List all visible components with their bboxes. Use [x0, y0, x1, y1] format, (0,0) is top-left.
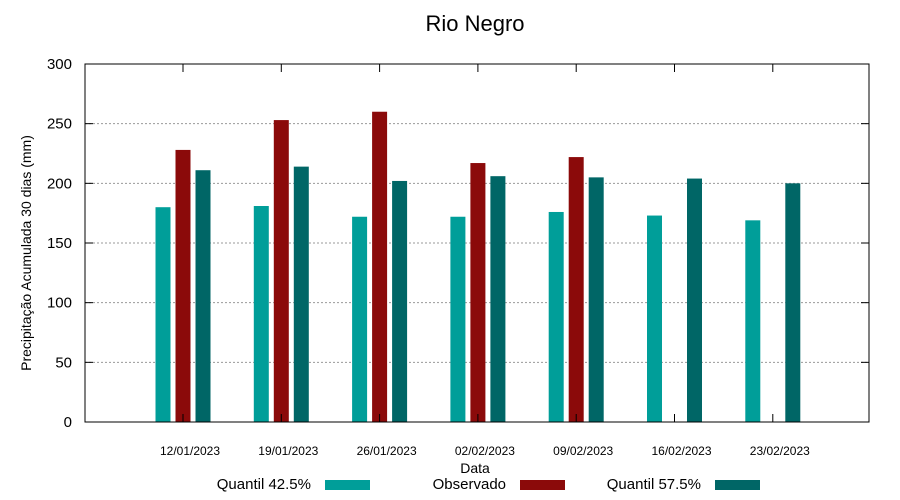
x-axis-label: Data: [460, 460, 490, 476]
x-tick-label-3: 02/02/2023: [455, 444, 515, 458]
x-axis-ticks: 12/01/2023 19/01/2023 26/01/2023 02/02/2023…: [160, 64, 810, 458]
bar-quantil-42-5--4: [548, 211, 564, 422]
legend-label-quantil-57-5-: Quantil 57.5%: [607, 476, 701, 493]
y-tick-label-150: 150: [47, 235, 72, 252]
bar-observado-1: [273, 120, 289, 422]
bar-quantil-57-5--6: [785, 183, 801, 422]
bar-quantil-42-5--0: [155, 207, 171, 422]
y-tick-label-250: 250: [47, 116, 72, 133]
bars-group: [155, 111, 801, 423]
bar-quantil-42-5--1: [253, 206, 269, 422]
x-tick-label-4: 09/02/2023: [553, 444, 613, 458]
y-axis-label: Precipitação Acumulada 30 dias (mm): [18, 135, 34, 371]
bar-quantil-57-5--5: [687, 178, 702, 422]
x-tick-label-5: 16/02/2023: [651, 444, 711, 458]
bar-quantil-42-5--6: [745, 220, 761, 422]
bar-quantil-57-5--1: [293, 166, 309, 422]
x-tick-label-0: 12/01/2023: [160, 444, 220, 458]
y-tick-label-200: 200: [47, 175, 72, 192]
legend-label-observado: Observado: [433, 476, 506, 493]
legend-swatch-quantil-42-5-: [325, 480, 370, 490]
bar-quantil-42-5--3: [450, 216, 466, 422]
bar-quantil-57-5--3: [490, 176, 506, 422]
bar-observado-2: [372, 111, 388, 422]
bar-quantil-57-5--0: [195, 170, 211, 422]
y-tick-label-0: 0: [64, 414, 72, 431]
legend-swatch-quantil-57-5-: [715, 480, 760, 490]
y-axis-ticks: 0 50 100 150 200 250 300: [47, 56, 869, 431]
legend-swatch-observado: [520, 480, 565, 490]
x-tick-label-6: 23/02/2023: [750, 444, 810, 458]
bar-quantil-42-5--2: [352, 216, 368, 422]
x-tick-label-2: 26/01/2023: [357, 444, 417, 458]
y-tick-label-50: 50: [55, 354, 72, 371]
y-tick-label-300: 300: [47, 56, 72, 73]
y-tick-label-100: 100: [47, 295, 72, 312]
legend: Quantil 42.5% Observado Quantil 57.5%: [217, 476, 760, 493]
bar-observado-4: [568, 157, 584, 422]
x-tick-label-1: 19/01/2023: [258, 444, 318, 458]
chart-title: Rio Negro: [425, 11, 524, 36]
bar-observado-0: [175, 149, 191, 423]
bar-observado-3: [470, 163, 486, 422]
bar-quantil-57-5--4: [588, 177, 604, 422]
bar-quantil-42-5--5: [647, 215, 662, 422]
legend-label-quantil-42-5-: Quantil 42.5%: [217, 476, 311, 493]
bar-quantil-57-5--2: [392, 180, 408, 422]
